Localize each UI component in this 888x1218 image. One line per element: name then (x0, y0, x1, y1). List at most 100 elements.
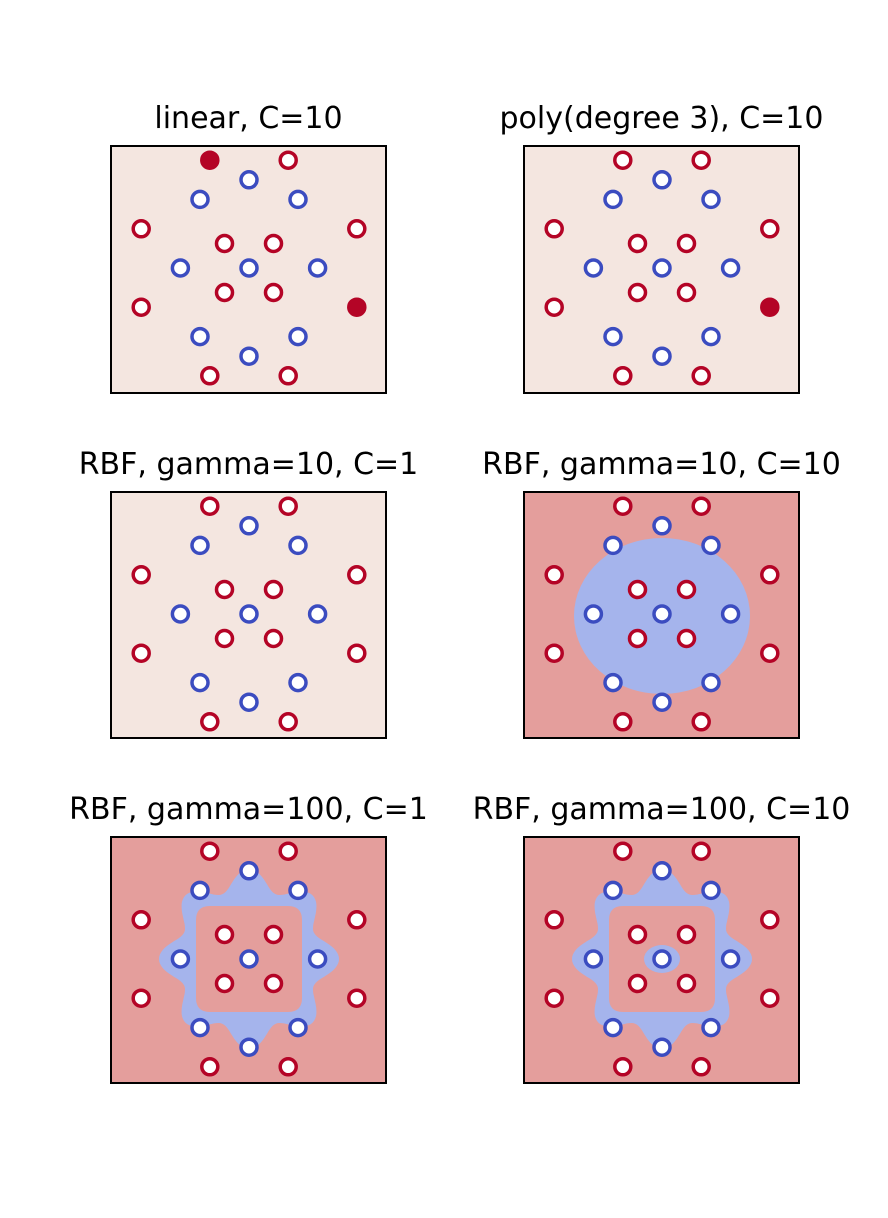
subplot-title: RBF, gamma=10, C=1 (79, 447, 419, 482)
data-point-blue (652, 516, 672, 536)
data-point-red (760, 910, 780, 930)
data-point-blue (307, 604, 328, 624)
data-point-red (613, 150, 633, 170)
data-point-blue (603, 189, 623, 210)
subplot-rbf-g100-c1: RBF, gamma=100, C=1 (69, 792, 428, 1084)
data-point-red (691, 1057, 711, 1077)
data-point-blue (170, 949, 191, 969)
data-point-red (627, 628, 648, 649)
data-point-blue (652, 1037, 672, 1057)
data-point-red (544, 910, 564, 930)
data-point-red (760, 219, 780, 239)
data-point-blue (603, 535, 623, 556)
data-point-red (627, 282, 648, 303)
data-point-red (263, 628, 284, 649)
data-point-red (544, 297, 564, 317)
data-point-blue (288, 535, 308, 556)
data-point-red (627, 579, 648, 600)
data-point-red (200, 150, 220, 170)
data-point-red (278, 841, 298, 861)
data-point-red (263, 579, 284, 600)
data-point-red (131, 297, 151, 317)
data-point-red (544, 643, 564, 663)
data-point-red (278, 1057, 298, 1077)
axes-frame (523, 145, 800, 394)
data-point-red (263, 924, 284, 945)
data-point-blue (720, 258, 741, 278)
data-point-blue (720, 949, 741, 969)
data-point-blue (239, 258, 259, 278)
data-point-red (760, 565, 780, 585)
data-point-red (347, 297, 367, 317)
data-point-red (263, 282, 284, 303)
data-point-red (691, 496, 711, 516)
data-point-red (131, 988, 151, 1008)
data-point-red (214, 282, 235, 303)
data-point-blue (190, 326, 210, 347)
data-point-red (263, 233, 284, 254)
subplot-linear: linear, C=10 (110, 101, 387, 394)
data-point-red (691, 841, 711, 861)
data-point-blue (239, 692, 259, 712)
data-point-blue (701, 326, 721, 347)
data-point-red (200, 712, 220, 732)
data-point-blue (239, 604, 259, 624)
data-point-red (760, 297, 780, 317)
subplot-rbf-g10-c10: RBF, gamma=10, C=10 (482, 447, 841, 739)
data-point-red (676, 233, 697, 254)
data-point-red (131, 219, 151, 239)
data-point-red (131, 910, 151, 930)
data-point-blue (603, 880, 623, 901)
data-point-red (278, 366, 298, 386)
data-point-blue (652, 346, 672, 366)
data-point-red (278, 150, 298, 170)
data-point-blue (288, 326, 308, 347)
data-point-blue (190, 535, 210, 556)
scatter-points (131, 841, 367, 1077)
data-point-red (676, 924, 697, 945)
data-point-red (627, 973, 648, 994)
data-point-red (760, 988, 780, 1008)
data-point-red (676, 628, 697, 649)
axes-frame (110, 145, 387, 394)
data-point-red (214, 233, 235, 254)
scatter-points (131, 150, 367, 386)
data-point-blue (170, 258, 191, 278)
data-point-blue (652, 170, 672, 190)
data-point-red (278, 712, 298, 732)
data-point-red (691, 366, 711, 386)
data-point-blue (603, 326, 623, 347)
data-point-red (278, 496, 298, 516)
data-point-blue (652, 604, 672, 624)
data-point-blue (652, 258, 672, 278)
axes-frame (523, 491, 800, 739)
data-point-red (347, 988, 367, 1008)
data-point-blue (239, 1037, 259, 1057)
data-point-red (347, 643, 367, 663)
data-point-blue (701, 672, 721, 693)
data-point-blue (583, 949, 604, 969)
data-point-blue (652, 861, 672, 881)
subplot-title: RBF, gamma=100, C=10 (473, 792, 851, 827)
scatter-points (131, 496, 367, 732)
data-point-red (263, 973, 284, 994)
data-point-red (613, 496, 633, 516)
data-point-red (676, 973, 697, 994)
data-point-red (691, 712, 711, 732)
data-point-blue (288, 189, 308, 210)
data-point-red (214, 628, 235, 649)
data-point-red (347, 219, 367, 239)
data-point-blue (603, 672, 623, 693)
subplot-rbf-g10-c1: RBF, gamma=10, C=1 (79, 447, 419, 739)
data-point-red (544, 565, 564, 585)
data-point-red (627, 233, 648, 254)
data-point-blue (190, 880, 210, 901)
axes-frame (110, 836, 387, 1084)
data-point-red (347, 910, 367, 930)
data-point-blue (288, 880, 308, 901)
data-point-red (200, 1057, 220, 1077)
data-point-blue (288, 672, 308, 693)
data-point-red (131, 643, 151, 663)
data-point-red (200, 841, 220, 861)
